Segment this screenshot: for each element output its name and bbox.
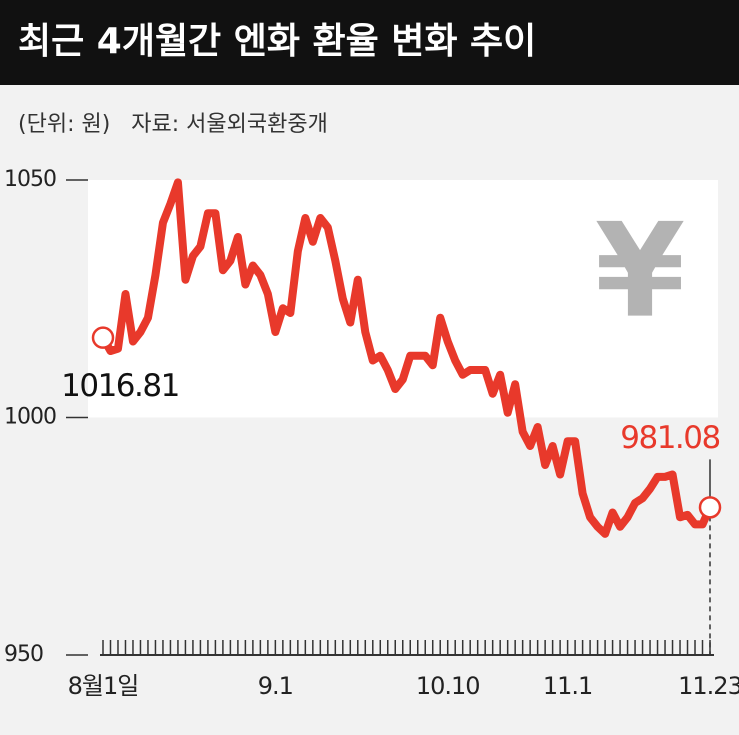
data-label: 981.08 bbox=[620, 420, 719, 456]
x-tick-label: 9.1 bbox=[258, 672, 293, 700]
x-tick-label: 11.23 bbox=[678, 672, 739, 700]
watermark: ¥ bbox=[595, 195, 685, 347]
data-line bbox=[99, 178, 714, 538]
y-tick-label: 1000 bbox=[4, 405, 56, 430]
x-tick-label: 8월1일 bbox=[68, 672, 139, 700]
y-tick-label: 1050 bbox=[4, 167, 56, 192]
data-label: 1016.81 bbox=[61, 368, 179, 404]
y-tick-label: 950 bbox=[4, 642, 43, 667]
chart-title: 최근 4개월간 엔화 환율 변화 추이 bbox=[18, 21, 536, 62]
end-point bbox=[698, 496, 722, 519]
x-tick-label: 11.1 bbox=[543, 672, 592, 700]
chart-subtitle: (단위: 원) 자료: 서울외국환중개 bbox=[18, 112, 328, 137]
x-tick-label: 10.10 bbox=[416, 672, 480, 700]
end-point bbox=[91, 326, 115, 349]
title-bar bbox=[0, 0, 739, 85]
